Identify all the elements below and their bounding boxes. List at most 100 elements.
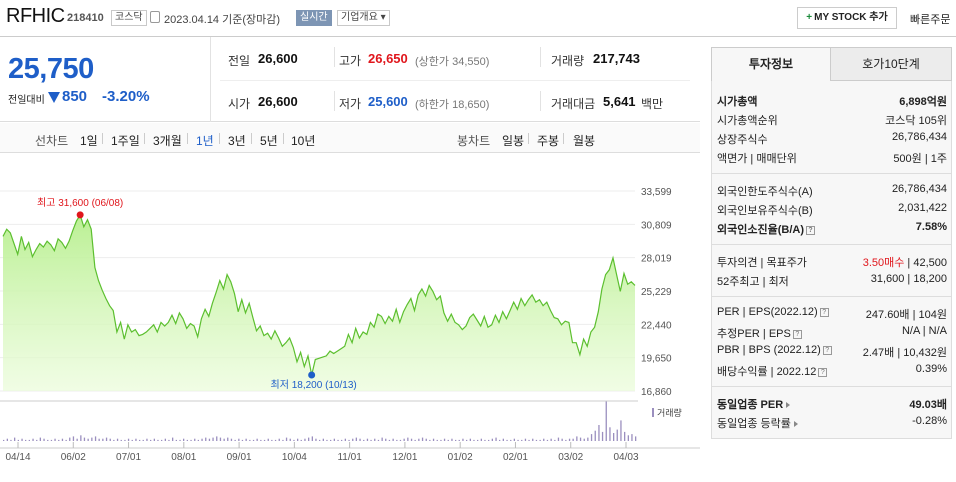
volume-bar bbox=[17, 439, 19, 441]
volume-bar bbox=[14, 437, 16, 441]
volume-bar bbox=[131, 439, 133, 441]
divider bbox=[712, 296, 952, 297]
volume-bar bbox=[172, 437, 174, 441]
volume-bar bbox=[528, 439, 530, 441]
volume-bar bbox=[175, 439, 177, 441]
tab-invest-info[interactable]: 투자정보 bbox=[711, 47, 831, 81]
volume-bar bbox=[315, 438, 317, 441]
volume-bar bbox=[333, 438, 335, 441]
tab-order-book[interactable]: 호가10단계 bbox=[830, 47, 952, 81]
period-3y[interactable]: 3년 bbox=[228, 134, 246, 148]
volume-bar bbox=[179, 439, 181, 441]
volume-bar bbox=[153, 438, 155, 441]
lower-limit: (하한가 18,650) bbox=[415, 99, 490, 111]
volume-bar bbox=[363, 439, 365, 441]
period-1y[interactable]: 1년 bbox=[196, 134, 214, 148]
volume-bar bbox=[32, 438, 34, 441]
volume-bar bbox=[267, 438, 269, 441]
candle-weekly[interactable]: 주봉 bbox=[537, 134, 560, 148]
volume-legend-icon bbox=[652, 408, 654, 417]
y-tick-label: 19,650 bbox=[641, 354, 672, 365]
foreign-ratio-value: 7.58% bbox=[915, 221, 947, 233]
chevron-right-icon[interactable] bbox=[786, 402, 791, 409]
volume-bar bbox=[186, 439, 188, 441]
candle-daily[interactable]: 일봉 bbox=[502, 134, 525, 148]
cap-rank-label: 시가총액순위 bbox=[717, 115, 778, 127]
y-tick-label: 30,809 bbox=[641, 220, 672, 231]
volume-bar bbox=[491, 438, 493, 441]
volume-bar bbox=[572, 438, 574, 441]
volume-bar bbox=[469, 438, 471, 441]
company-overview-dropdown[interactable]: 기업개요 ▾ bbox=[337, 10, 390, 26]
volume-bar bbox=[6, 438, 8, 441]
volume-bar bbox=[43, 438, 45, 441]
period-3m[interactable]: 3개월 bbox=[153, 134, 182, 148]
volume-bar bbox=[436, 439, 438, 441]
high-value: 26,650 bbox=[368, 51, 408, 66]
line-chart-label: 선차트 bbox=[35, 134, 69, 148]
info-icon[interactable]: ? bbox=[818, 367, 828, 377]
volume-bar bbox=[260, 439, 262, 441]
volume-bar bbox=[609, 427, 611, 441]
market-badge: 코스닥 bbox=[111, 10, 147, 26]
volume-bar bbox=[477, 439, 479, 441]
volume-legend: 거래량 bbox=[657, 407, 682, 418]
x-tick-label: 10/04 bbox=[282, 452, 307, 463]
volume-bar bbox=[550, 438, 552, 441]
volume-label: 거래량 bbox=[551, 54, 585, 68]
volume-bar bbox=[458, 439, 460, 441]
volume-bar bbox=[263, 439, 266, 441]
volume-bar bbox=[425, 438, 427, 441]
period-10y[interactable]: 10년 bbox=[291, 134, 316, 148]
pbr-value: 2.47배 | 10,432원 bbox=[862, 347, 947, 359]
volume-bar bbox=[443, 438, 446, 441]
volume-bar bbox=[620, 420, 622, 441]
cap-rank-value: 코스닥 105위 bbox=[885, 115, 947, 127]
volume-bar bbox=[249, 439, 251, 441]
info-icon[interactable]: ? bbox=[806, 225, 815, 235]
foreign-hold-label: 외국인보유주식수(B) bbox=[717, 205, 813, 217]
volume-bar bbox=[355, 437, 357, 441]
high-marker bbox=[76, 211, 84, 219]
volume-bar bbox=[219, 437, 222, 441]
volume-bar bbox=[168, 439, 170, 441]
quick-order-link[interactable]: 빠른주문 bbox=[910, 14, 951, 26]
volume-bar bbox=[337, 439, 339, 441]
volume-bar bbox=[590, 434, 593, 441]
plus-icon: + bbox=[806, 12, 813, 23]
volume-bar bbox=[388, 439, 391, 441]
amount-value: 5,641 bbox=[603, 94, 636, 109]
volume-bar bbox=[484, 439, 486, 441]
market-cap-value: 6,898억원 bbox=[899, 96, 947, 108]
my-stock-add-button[interactable]: + MY STOCK 추가 bbox=[797, 7, 897, 29]
info-icon[interactable]: ? bbox=[792, 329, 802, 339]
volume-bar bbox=[197, 439, 199, 441]
volume-bar bbox=[635, 436, 637, 441]
volume-bar bbox=[190, 439, 192, 441]
live-badge[interactable]: 실시간 bbox=[296, 10, 332, 26]
volume-bar bbox=[576, 436, 578, 441]
amount-unit: 백만 bbox=[641, 97, 664, 111]
info-icon[interactable]: ? bbox=[819, 307, 829, 317]
divider bbox=[283, 133, 284, 144]
period-1d[interactable]: 1일 bbox=[80, 134, 98, 148]
volume-bar bbox=[370, 439, 372, 441]
volume-bar bbox=[554, 439, 556, 441]
week52-label: 52주최고 | 최저 bbox=[717, 276, 789, 288]
info-icon[interactable]: ? bbox=[822, 345, 832, 355]
candle-monthly[interactable]: 월봉 bbox=[573, 134, 596, 148]
foreign-ratio-label: 외국인소진율(B/A) bbox=[717, 224, 804, 236]
period-1w[interactable]: 1주일 bbox=[111, 134, 140, 148]
chevron-right-icon[interactable] bbox=[793, 421, 798, 428]
market-cap-label: 시가총액 bbox=[717, 96, 758, 108]
volume-bar bbox=[36, 439, 38, 441]
y-tick-label: 25,229 bbox=[641, 287, 672, 298]
price-chart[interactable]: 33,599 30,809 28,019 25,229 22,440 19,650 16,8… bbox=[0, 153, 700, 482]
volume-bar bbox=[223, 438, 225, 441]
period-5y[interactable]: 5년 bbox=[260, 134, 278, 148]
header-divider bbox=[0, 36, 956, 37]
divider bbox=[102, 133, 103, 144]
volume-bar bbox=[524, 438, 527, 441]
volume-bar bbox=[47, 439, 49, 441]
volume-bar bbox=[127, 438, 130, 441]
